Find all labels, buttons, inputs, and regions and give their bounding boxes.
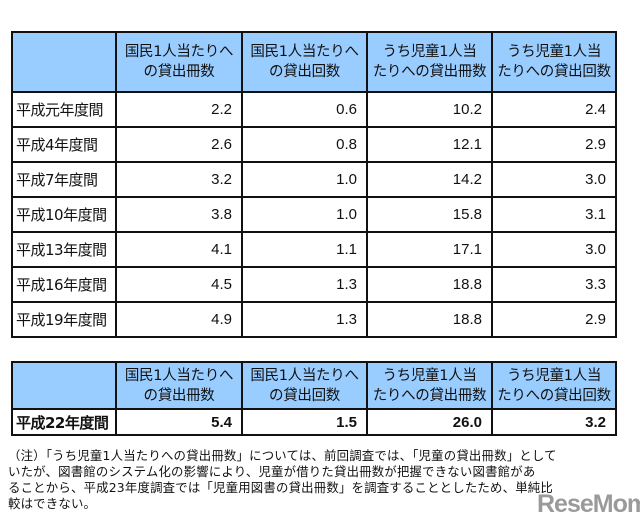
header-corner-cell (11, 31, 117, 93)
loans-per-capita-cell: 1.3 (241, 266, 368, 303)
header-loans-per-capita: 国民1人当たりへ の貸出回数 (241, 361, 368, 410)
books-per-capita-cell: 4.9 (115, 301, 243, 338)
child-loans-cell: 2.9 (491, 126, 617, 163)
loans-per-capita-cell: 1.0 (241, 161, 368, 198)
table-row: 平成7年度間 3.2 1.0 14.2 3.0 (11, 161, 617, 198)
books-per-capita-cell: 4.1 (115, 231, 243, 268)
child-books-cell: 12.1 (366, 126, 493, 163)
books-per-capita-cell: 5.4 (115, 408, 243, 436)
child-books-cell: 26.0 (366, 408, 493, 436)
table-row: 平成16年度間 4.5 1.3 18.8 3.3 (11, 266, 617, 303)
header-child-books: うち児童1人当 たりへの貸出冊数 (366, 361, 493, 410)
footnote: （注）「うち児童1人当たりへの貸出冊数」については、前回調査では、「児童の貸出冊… (8, 448, 633, 512)
child-books-cell: 14.2 (366, 161, 493, 198)
header-child-loans: うち児童1人当 たりへの貸出回数 (491, 361, 617, 410)
child-loans-cell: 3.0 (491, 231, 617, 268)
table-header-row: 国民1人当たりへ の貸出冊数 国民1人当たりへ の貸出回数 うち児童1人当 たりへの貸… (11, 31, 617, 93)
child-books-cell: 10.2 (366, 91, 493, 128)
footnote-line: （注）「うち児童1人当たりへの貸出冊数」については、前回調査では、「児童の貸出冊… (8, 448, 557, 463)
period-cell: 平成元年度間 (11, 91, 117, 128)
loans-per-capita-cell: 1.3 (241, 301, 368, 338)
loans-per-capita-cell: 0.6 (241, 91, 368, 128)
child-loans-cell: 3.1 (491, 196, 617, 233)
books-per-capita-cell: 4.5 (115, 266, 243, 303)
books-per-capita-cell: 3.2 (115, 161, 243, 198)
footnote-line: いたが、図書館のシステム化の影響により、児童が借りた貸出冊数が把握できない図書館… (8, 464, 536, 479)
header-corner-cell (11, 361, 117, 410)
lending-stats-table: 国民1人当たりへ の貸出冊数 国民1人当たりへ の貸出回数 うち児童1人当 たりへの貸… (11, 31, 617, 338)
loans-per-capita-cell: 1.5 (241, 408, 368, 436)
table-row: 平成元年度間 2.2 0.6 10.2 2.4 (11, 91, 617, 128)
watermark-logo: ReseMom (537, 490, 640, 518)
loans-per-capita-cell: 1.1 (241, 231, 368, 268)
period-cell: 平成16年度間 (11, 266, 117, 303)
child-loans-cell: 2.9 (491, 301, 617, 338)
header-loans-per-capita: 国民1人当たりへ の貸出回数 (241, 31, 368, 93)
header-child-books: うち児童1人当 たりへの貸出冊数 (366, 31, 493, 93)
child-loans-cell: 2.4 (491, 91, 617, 128)
child-loans-cell: 3.2 (491, 408, 617, 436)
loans-per-capita-cell: 0.8 (241, 126, 368, 163)
header-books-per-capita: 国民1人当たりへ の貸出冊数 (115, 361, 243, 410)
child-loans-cell: 3.3 (491, 266, 617, 303)
books-per-capita-cell: 2.6 (115, 126, 243, 163)
period-cell: 平成13年度間 (11, 231, 117, 268)
footnote-line: 較はできない。 (8, 496, 97, 511)
latest-lending-stats-table: 国民1人当たりへ の貸出冊数 国民1人当たりへ の貸出回数 うち児童1人当 たりへの貸… (11, 361, 617, 436)
books-per-capita-cell: 3.8 (115, 196, 243, 233)
period-cell: 平成7年度間 (11, 161, 117, 198)
books-per-capita-cell: 2.2 (115, 91, 243, 128)
child-books-cell: 18.8 (366, 301, 493, 338)
table-row: 平成10年度間 3.8 1.0 15.8 3.1 (11, 196, 617, 233)
header-books-per-capita: 国民1人当たりへ の貸出冊数 (115, 31, 243, 93)
table-row: 平成19年度間 4.9 1.3 18.8 2.9 (11, 301, 617, 338)
period-cell: 平成22年度間 (11, 408, 117, 436)
table-row: 平成4年度間 2.6 0.8 12.1 2.9 (11, 126, 617, 163)
child-books-cell: 17.1 (366, 231, 493, 268)
period-cell: 平成4年度間 (11, 126, 117, 163)
footnote-line: ることから、平成23年度調査では「児童用図書の貸出冊数」を調査することとしたため… (8, 480, 553, 495)
table-row: 平成22年度間 5.4 1.5 26.0 3.2 (11, 408, 617, 436)
table-header-row: 国民1人当たりへ の貸出冊数 国民1人当たりへ の貸出回数 うち児童1人当 たりへの貸… (11, 361, 617, 410)
table-row: 平成13年度間 4.1 1.1 17.1 3.0 (11, 231, 617, 268)
child-books-cell: 15.8 (366, 196, 493, 233)
period-cell: 平成10年度間 (11, 196, 117, 233)
child-loans-cell: 3.0 (491, 161, 617, 198)
period-cell: 平成19年度間 (11, 301, 117, 338)
loans-per-capita-cell: 1.0 (241, 196, 368, 233)
header-child-loans: うち児童1人当 たりへの貸出回数 (491, 31, 617, 93)
child-books-cell: 18.8 (366, 266, 493, 303)
